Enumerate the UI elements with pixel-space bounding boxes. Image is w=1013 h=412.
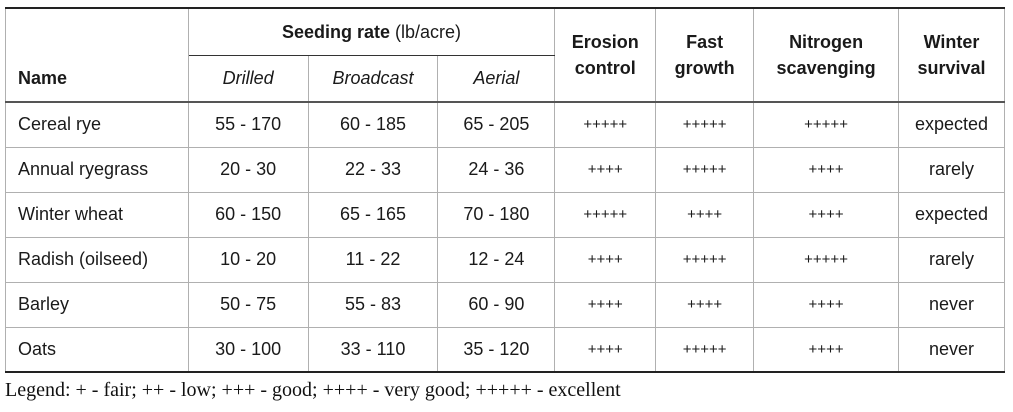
aerial-rate-cell: 65 - 205 <box>437 101 556 148</box>
column-header-seeding-rate: Seeding rate (lb/acre) <box>187 7 556 56</box>
aerial-rate-cell: 60 - 90 <box>437 281 556 328</box>
header-row-sub: Drilled Broadcast Aerial <box>6 54 1005 103</box>
nitrogen-scavenging-rating: ++++ <box>753 146 900 193</box>
column-header-erosion-control: Erosion control <box>554 7 657 103</box>
winter-survival-cell: expected <box>898 101 1005 148</box>
column-header-aerial: Aerial <box>437 54 556 103</box>
broadcast-rate-cell: 55 - 83 <box>307 281 439 328</box>
crop-name-cell: Annual ryegrass <box>5 146 189 193</box>
column-header-fast-growth: Fast growth <box>655 7 755 103</box>
winter-survival-cell: never <box>898 326 1005 373</box>
drilled-rate-cell: 30 - 100 <box>187 326 309 373</box>
seeding-rate-unit: (lb/acre) <box>395 21 462 42</box>
erosion-control-rating: ++++ <box>554 236 657 283</box>
drilled-rate-cell: 20 - 30 <box>187 146 309 193</box>
fast-growth-rating: +++++ <box>655 326 755 373</box>
column-header-drilled: Drilled <box>187 54 309 103</box>
drilled-rate-cell: 55 - 170 <box>187 101 309 148</box>
table-row: Annual ryegrass 20 - 30 22 - 33 24 - 36 … <box>5 146 1005 193</box>
crop-name-cell: Winter wheat <box>5 191 189 238</box>
legend-note: Legend: + - fair; ++ - low; +++ - good; … <box>5 379 621 401</box>
crop-name-cell: Cereal rye <box>5 101 189 148</box>
fast-growth-rating: +++++ <box>655 101 755 148</box>
table-row: Winter wheat 60 - 150 65 - 165 70 - 180 … <box>5 191 1005 238</box>
table-row: Barley 50 - 75 55 - 83 60 - 90 ++++ ++++… <box>5 281 1005 328</box>
aerial-rate-cell: 12 - 24 <box>437 236 556 283</box>
erosion-control-rating: ++++ <box>554 146 657 193</box>
aerial-rate-cell: 35 - 120 <box>437 326 556 373</box>
crop-name-cell: Oats <box>5 326 189 373</box>
winter-survival-cell: rarely <box>898 146 1005 193</box>
aerial-rate-cell: 70 - 180 <box>437 191 556 238</box>
column-header-name: Name <box>5 7 189 103</box>
erosion-control-rating: ++++ <box>554 326 657 373</box>
nitrogen-scavenging-rating: ++++ <box>753 191 900 238</box>
broadcast-rate-cell: 60 - 185 <box>307 101 439 148</box>
winter-survival-cell: never <box>898 281 1005 328</box>
cover-crop-table: Name Seeding rate (lb/acre) Erosion contr… <box>5 7 1005 373</box>
nitrogen-scavenging-rating: ++++ <box>753 281 900 328</box>
aerial-rate-cell: 24 - 36 <box>437 146 556 193</box>
table-row: Oats 30 - 100 33 - 110 35 - 120 ++++ +++… <box>5 326 1005 373</box>
broadcast-rate-cell: 22 - 33 <box>307 146 439 193</box>
broadcast-rate-cell: 11 - 22 <box>307 236 439 283</box>
broadcast-rate-cell: 33 - 110 <box>307 326 439 373</box>
drilled-rate-cell: 50 - 75 <box>187 281 309 328</box>
crop-name-cell: Radish (oilseed) <box>5 236 189 283</box>
crop-name-cell: Barley <box>5 281 189 328</box>
erosion-control-rating: ++++ <box>554 281 657 328</box>
nitrogen-scavenging-rating: +++++ <box>753 236 900 283</box>
column-header-winter-survival: Winter survival <box>898 7 1005 103</box>
winter-survival-cell: rarely <box>898 236 1005 283</box>
drilled-rate-cell: 10 - 20 <box>187 236 309 283</box>
broadcast-rate-cell: 65 - 165 <box>307 191 439 238</box>
header-row-top: Name Seeding rate (lb/acre) Erosion contr… <box>5 7 1005 103</box>
nitrogen-scavenging-rating: +++++ <box>753 101 900 148</box>
fast-growth-rating: +++++ <box>655 146 755 193</box>
column-header-nitrogen-scavenging: Nitrogen scavenging <box>753 7 900 103</box>
fast-growth-rating: ++++ <box>655 281 755 328</box>
drilled-rate-cell: 60 - 150 <box>187 191 309 238</box>
table-row: Cereal rye 55 - 170 60 - 185 65 - 205 ++… <box>5 101 1005 148</box>
winter-survival-cell: expected <box>898 191 1005 238</box>
table-row: Radish (oilseed) 10 - 20 11 - 22 12 - 24… <box>5 236 1005 283</box>
fast-growth-rating: +++++ <box>655 236 755 283</box>
column-header-broadcast: Broadcast <box>307 54 439 103</box>
erosion-control-rating: +++++ <box>554 101 657 148</box>
nitrogen-scavenging-rating: ++++ <box>753 326 900 373</box>
fast-growth-rating: ++++ <box>655 191 755 238</box>
erosion-control-rating: +++++ <box>554 191 657 238</box>
